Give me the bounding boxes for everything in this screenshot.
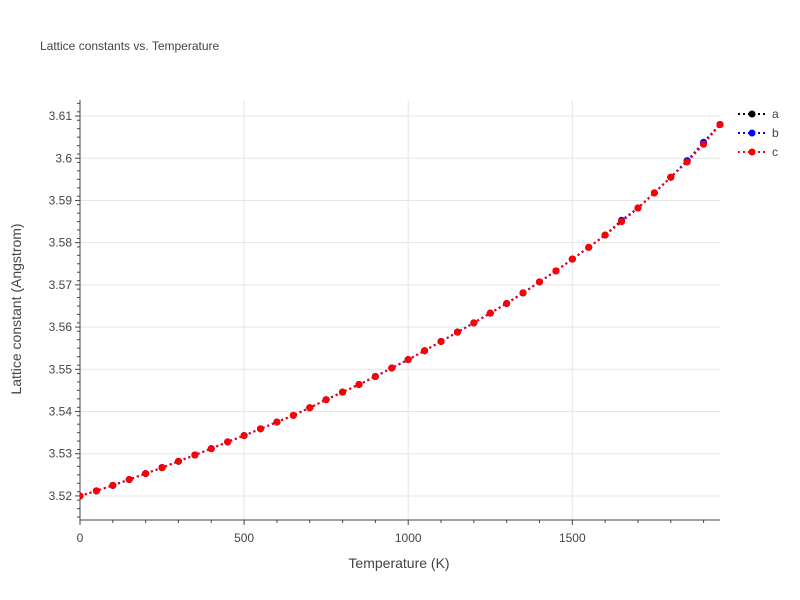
x-tick-label: 1000 [395, 531, 422, 545]
legend-marker [748, 129, 756, 137]
series-c-point [552, 267, 560, 275]
series-c-point [109, 481, 117, 489]
legend-item-b[interactable]: b [738, 126, 779, 140]
y-tick-label: 3.58 [49, 236, 73, 250]
series-c-point [240, 432, 248, 440]
series-c-line [80, 123, 721, 497]
legend-item-c[interactable]: c [738, 145, 778, 159]
series-c-point [601, 231, 609, 239]
y-tick-label: 3.55 [49, 362, 73, 376]
series-c-point [470, 319, 478, 327]
series-c-point [404, 356, 412, 364]
series-c-point [503, 299, 511, 307]
legend-label: a [772, 107, 779, 121]
series-c-point [174, 457, 182, 465]
series-c-point [683, 158, 691, 166]
y-tick-label: 3.61 [49, 109, 73, 123]
y-tick-label: 3.54 [49, 405, 73, 419]
legend[interactable]: abc [738, 107, 779, 159]
series-c-point [371, 372, 379, 380]
series-b-line [80, 123, 721, 497]
series-c-point [421, 347, 429, 355]
series-c-point [437, 337, 445, 345]
y-tick-label: 3.53 [49, 447, 73, 461]
series-c-point [322, 396, 330, 404]
series-c-point [667, 173, 675, 181]
legend-marker [748, 110, 756, 118]
series-c-point [224, 438, 232, 446]
chart-title: Lattice constants vs. Temperature [40, 39, 220, 53]
y-tick-label: 3.59 [49, 193, 73, 207]
series-c-point [486, 309, 494, 317]
legend-label: c [772, 145, 778, 159]
legend-item-a[interactable]: a [738, 107, 779, 121]
x-axis-title: Temperature (K) [348, 555, 449, 571]
series-c-point [92, 487, 100, 495]
series-c-point [158, 464, 166, 472]
y-axis-title: Lattice constant (Angstrom) [8, 223, 24, 394]
series-a-line [80, 123, 721, 497]
series-c-point [142, 470, 150, 478]
y-tick-label: 3.52 [49, 489, 73, 503]
legend-label: b [772, 126, 779, 140]
series-c-point [716, 120, 724, 128]
series-c-point [273, 418, 281, 426]
series-c-point [634, 204, 642, 212]
series-c-point [191, 451, 199, 459]
series-c-point [339, 388, 347, 396]
series-c-point [700, 140, 708, 148]
series-c-point [257, 425, 265, 433]
series-c-point [207, 445, 215, 453]
series-c-point [453, 328, 461, 336]
y-axis-ticks: 3.52 3.53 3.54 3.55 3.56 3.57 3.58 3.59 3.6 3.61 [49, 102, 80, 518]
series-c-point [80, 492, 84, 500]
x-tick-label: 1500 [559, 531, 586, 545]
series-c-point [388, 364, 396, 372]
x-tick-label: 500 [234, 531, 254, 545]
y-tick-label: 3.56 [49, 320, 73, 334]
series-c-point [519, 289, 527, 297]
series-c-point [568, 255, 576, 263]
y-tick-label: 3.6 [55, 151, 72, 165]
x-axis-ticks: 0 500 1000 1500 [77, 520, 705, 545]
series-c-point [535, 278, 543, 286]
series-c-point [618, 218, 626, 226]
series-c-point [585, 243, 593, 251]
series-c-point [289, 411, 297, 419]
series-c-point [355, 381, 363, 389]
axes [79, 100, 720, 521]
series-c-point [650, 189, 658, 197]
series-c-point [306, 404, 314, 412]
plot-area [80, 120, 724, 500]
legend-marker [748, 148, 756, 156]
series-c-point [125, 475, 133, 483]
grid [80, 100, 720, 520]
x-tick-label: 0 [77, 531, 84, 545]
y-tick-label: 3.57 [49, 278, 73, 292]
